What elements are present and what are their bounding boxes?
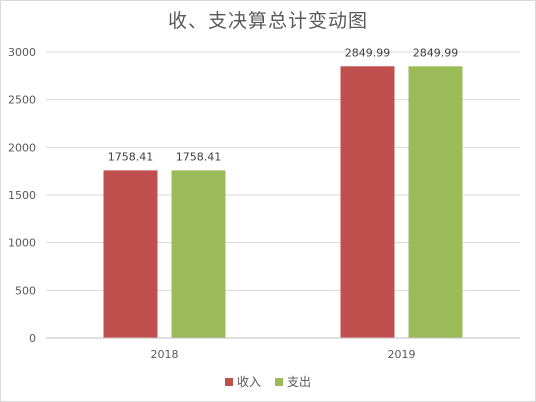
legend-swatch-expense <box>275 377 283 386</box>
y-tick-label: 500 <box>15 284 36 297</box>
chart-title: 收、支决算总计变动图 <box>167 10 368 32</box>
y-tick-label: 0 <box>29 332 36 345</box>
bar-收入-2018 <box>103 170 158 338</box>
y-tick-label: 1000 <box>8 237 36 250</box>
legend: 收入 支出 <box>0 373 536 390</box>
y-tick-label: 2500 <box>8 94 36 107</box>
legend-label-income: 收入 <box>236 375 261 389</box>
bar-支出-2018 <box>171 170 226 338</box>
x-tick-label: 2019 <box>388 348 416 361</box>
y-tick-label: 2000 <box>8 141 36 154</box>
data-label: 1758.41 <box>108 150 154 163</box>
x-tick-label: 2018 <box>151 348 179 361</box>
y-tick-label: 1500 <box>8 189 36 202</box>
legend-swatch-income <box>224 377 233 386</box>
data-label: 2849.99 <box>345 46 391 59</box>
data-label: 1758.41 <box>176 150 222 163</box>
legend-item-expense: 支出 <box>275 373 311 390</box>
y-tick-label: 3000 <box>8 46 36 59</box>
legend-item-income: 收入 <box>224 373 261 390</box>
bar-支出-2019 <box>408 66 463 338</box>
bar-收入-2019 <box>340 66 395 338</box>
legend-label-expense: 支出 <box>287 375 312 389</box>
data-label: 2849.99 <box>413 46 459 59</box>
